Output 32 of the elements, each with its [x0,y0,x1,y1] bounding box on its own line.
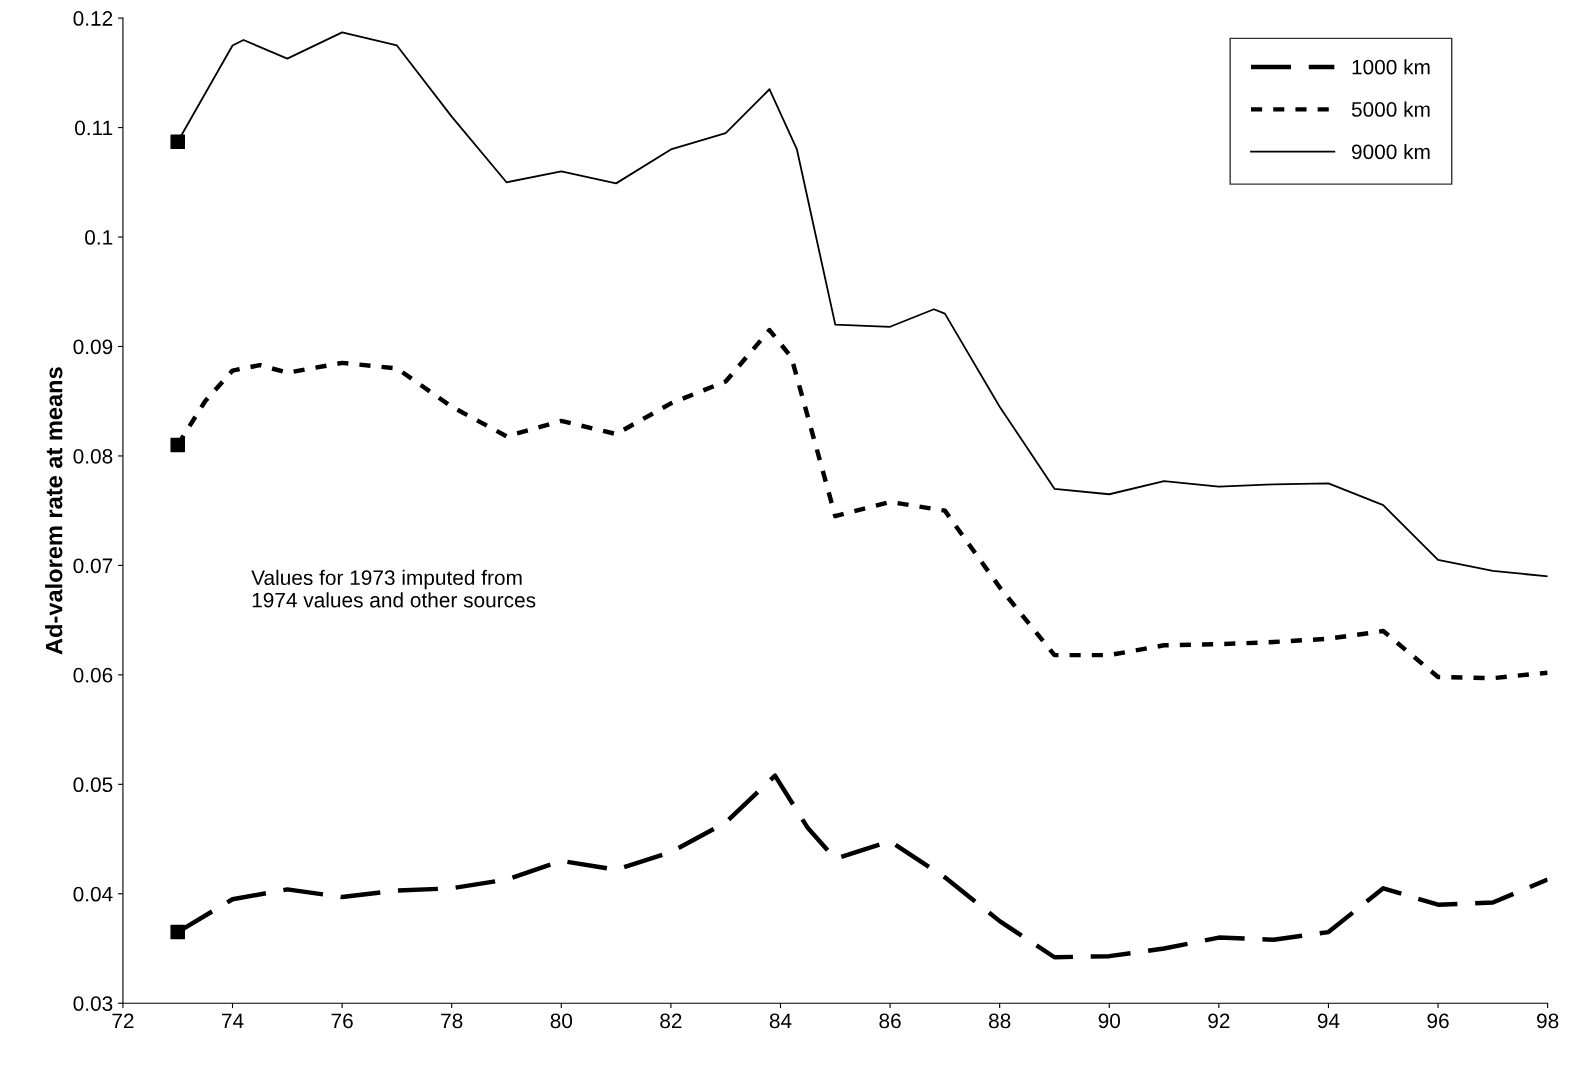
y-axis-title: Ad-valorem rate at means [45,367,63,655]
x-tick-label: 88 [988,1013,1011,1029]
x-tick-label: 84 [769,1013,792,1029]
x-tick-label: 94 [1317,1013,1340,1029]
y-tick-label: 0.05 [73,777,113,793]
y-tick-label: 0.09 [73,339,113,355]
x-tick-label: 80 [550,1013,573,1029]
x-tick-label: 96 [1427,1013,1449,1029]
y-tick-label: 0.03 [73,996,113,1011]
x-tick-label: 98 [1537,1013,1559,1029]
point [170,134,186,150]
legend-label: 5000 km [1351,101,1430,117]
x-tick-label: 74 [222,1013,244,1029]
point [170,924,186,940]
legend-label: 1000 km [1352,59,1430,75]
x-tick-label: 78 [441,1013,463,1029]
x-tick-label: 90 [1098,1013,1121,1029]
x-tick-label: 92 [1208,1013,1230,1029]
x-tick-label: 86 [879,1013,901,1029]
point [170,437,186,453]
y-tick-label: 0.07 [73,558,113,574]
y-tick-label: 0.06 [73,667,113,683]
legend-label: 9000 km [1351,143,1430,160]
x-tick-label: 76 [331,1013,353,1029]
x-tick-label: 82 [660,1013,682,1029]
y-tick-label: 0.08 [73,448,113,464]
y-tick-label: 0.11 [75,120,113,136]
annotation: Values for 1973 imputed from 1974 values and other sources [251,569,536,608]
x-tick-label: 72 [112,1013,134,1029]
y-tick-label: 0.1 [85,230,113,245]
y-tick-label: 0.12 [73,11,113,26]
y-tick-label: 0.04 [73,886,113,902]
